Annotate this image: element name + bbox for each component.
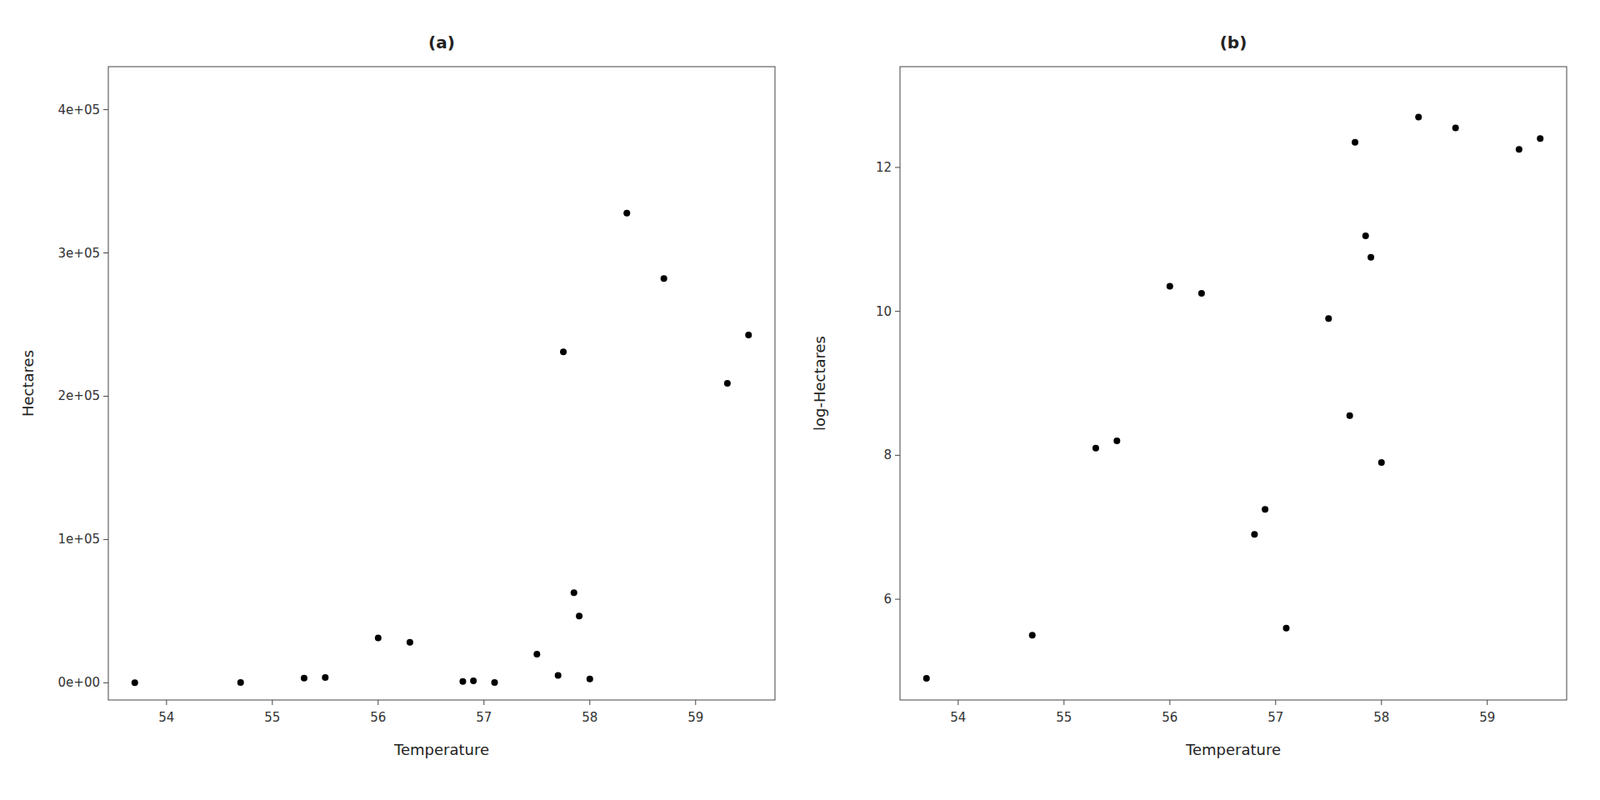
point <box>490 679 498 686</box>
x-tick-label: 57 <box>475 710 492 725</box>
point <box>1515 145 1523 153</box>
point <box>1198 290 1205 297</box>
panel: 54 55 56 57 58 59 6 8 10 12 (b) Temperature log-Hect… <box>810 32 1567 759</box>
point <box>459 678 466 685</box>
x-tick-label: 59 <box>687 710 704 725</box>
point <box>406 639 414 646</box>
point <box>1250 530 1258 538</box>
point <box>575 612 583 620</box>
x-tick-label: 56 <box>1161 710 1178 725</box>
x-tick <box>1063 700 1065 705</box>
point <box>724 380 731 387</box>
point <box>1378 459 1385 466</box>
x-tick <box>1486 700 1488 705</box>
point <box>1362 232 1370 240</box>
point <box>570 589 578 596</box>
x-tick <box>695 700 696 705</box>
points <box>923 113 1545 682</box>
points <box>131 210 753 686</box>
x-tick <box>377 700 379 705</box>
point <box>131 679 139 686</box>
y-tick-label: 1e+05 <box>58 531 100 547</box>
point <box>300 675 308 682</box>
point <box>1166 282 1174 290</box>
y-tick-label: 8 <box>883 447 892 463</box>
y-tick <box>895 599 900 600</box>
point <box>560 348 567 355</box>
x-tick-label: 58 <box>581 710 598 725</box>
point <box>1415 113 1422 120</box>
point <box>1092 445 1100 452</box>
point <box>623 210 630 217</box>
point <box>1452 124 1460 131</box>
y-tick-label: 3e+05 <box>58 245 100 261</box>
x-axis-label: Temperature <box>393 740 490 759</box>
point <box>586 675 594 683</box>
y-tick <box>895 455 900 456</box>
point <box>1367 254 1375 261</box>
y-axis-label: Hectares <box>19 350 37 417</box>
x-tick-label: 57 <box>1267 710 1284 725</box>
point <box>237 679 245 686</box>
point <box>1346 412 1354 420</box>
point <box>923 675 930 682</box>
point <box>1325 315 1332 322</box>
x-tick-label: 58 <box>1373 710 1390 725</box>
y-tick <box>103 252 109 254</box>
point <box>375 635 382 642</box>
point <box>1113 437 1120 445</box>
x-tick <box>589 700 590 705</box>
x-tick <box>957 700 959 705</box>
point <box>1261 505 1269 513</box>
figure: 54 55 56 57 58 59 0e+00 1e+05 2e+05 3e+05 4e+05 (a)… <box>0 0 1600 800</box>
x-tick <box>271 700 273 705</box>
point <box>1351 139 1359 146</box>
y-tick <box>103 395 109 397</box>
y-tick <box>895 310 900 312</box>
x-tick-label: 55 <box>264 710 280 725</box>
y-tick <box>103 539 109 540</box>
x-tick <box>1380 700 1382 705</box>
x-tick <box>165 700 167 705</box>
x-tick-label: 55 <box>1055 710 1072 725</box>
y-tick-label: 12 <box>875 160 892 175</box>
point <box>1282 625 1290 632</box>
y-tick-label: 0e+00 <box>58 675 100 690</box>
x-tick-label: 59 <box>1479 710 1495 725</box>
y-tick <box>103 682 109 684</box>
point <box>660 275 668 282</box>
y-tick-label: 2e+05 <box>58 388 100 404</box>
x-tick-label: 54 <box>158 710 175 725</box>
x-tick-label: 54 <box>950 710 966 725</box>
point <box>470 677 477 685</box>
y-tick-label: 6 <box>883 591 892 607</box>
point <box>555 671 562 679</box>
point <box>745 331 752 339</box>
y-axis-label: log-Hectares <box>810 335 829 431</box>
point <box>1536 135 1544 142</box>
title: (a) <box>428 32 455 53</box>
x-axis-label: Temperature <box>1185 740 1281 759</box>
point <box>533 650 540 658</box>
y-tick-label: 10 <box>875 304 892 320</box>
plot-frame <box>108 66 775 700</box>
point <box>321 674 329 681</box>
x-tick <box>1275 700 1276 705</box>
plot-frame <box>900 66 1567 700</box>
x-tick-label: 56 <box>370 710 386 725</box>
x-tick <box>483 700 485 705</box>
y-tick <box>895 166 900 168</box>
point <box>1029 631 1036 639</box>
title: (b) <box>1220 32 1248 53</box>
x-tick <box>1169 700 1170 705</box>
y-tick <box>103 109 109 110</box>
y-tick-label: 4e+05 <box>58 102 100 118</box>
panel: 54 55 56 57 58 59 0e+00 1e+05 2e+05 3e+05 4e+05 (a)… <box>19 32 775 759</box>
